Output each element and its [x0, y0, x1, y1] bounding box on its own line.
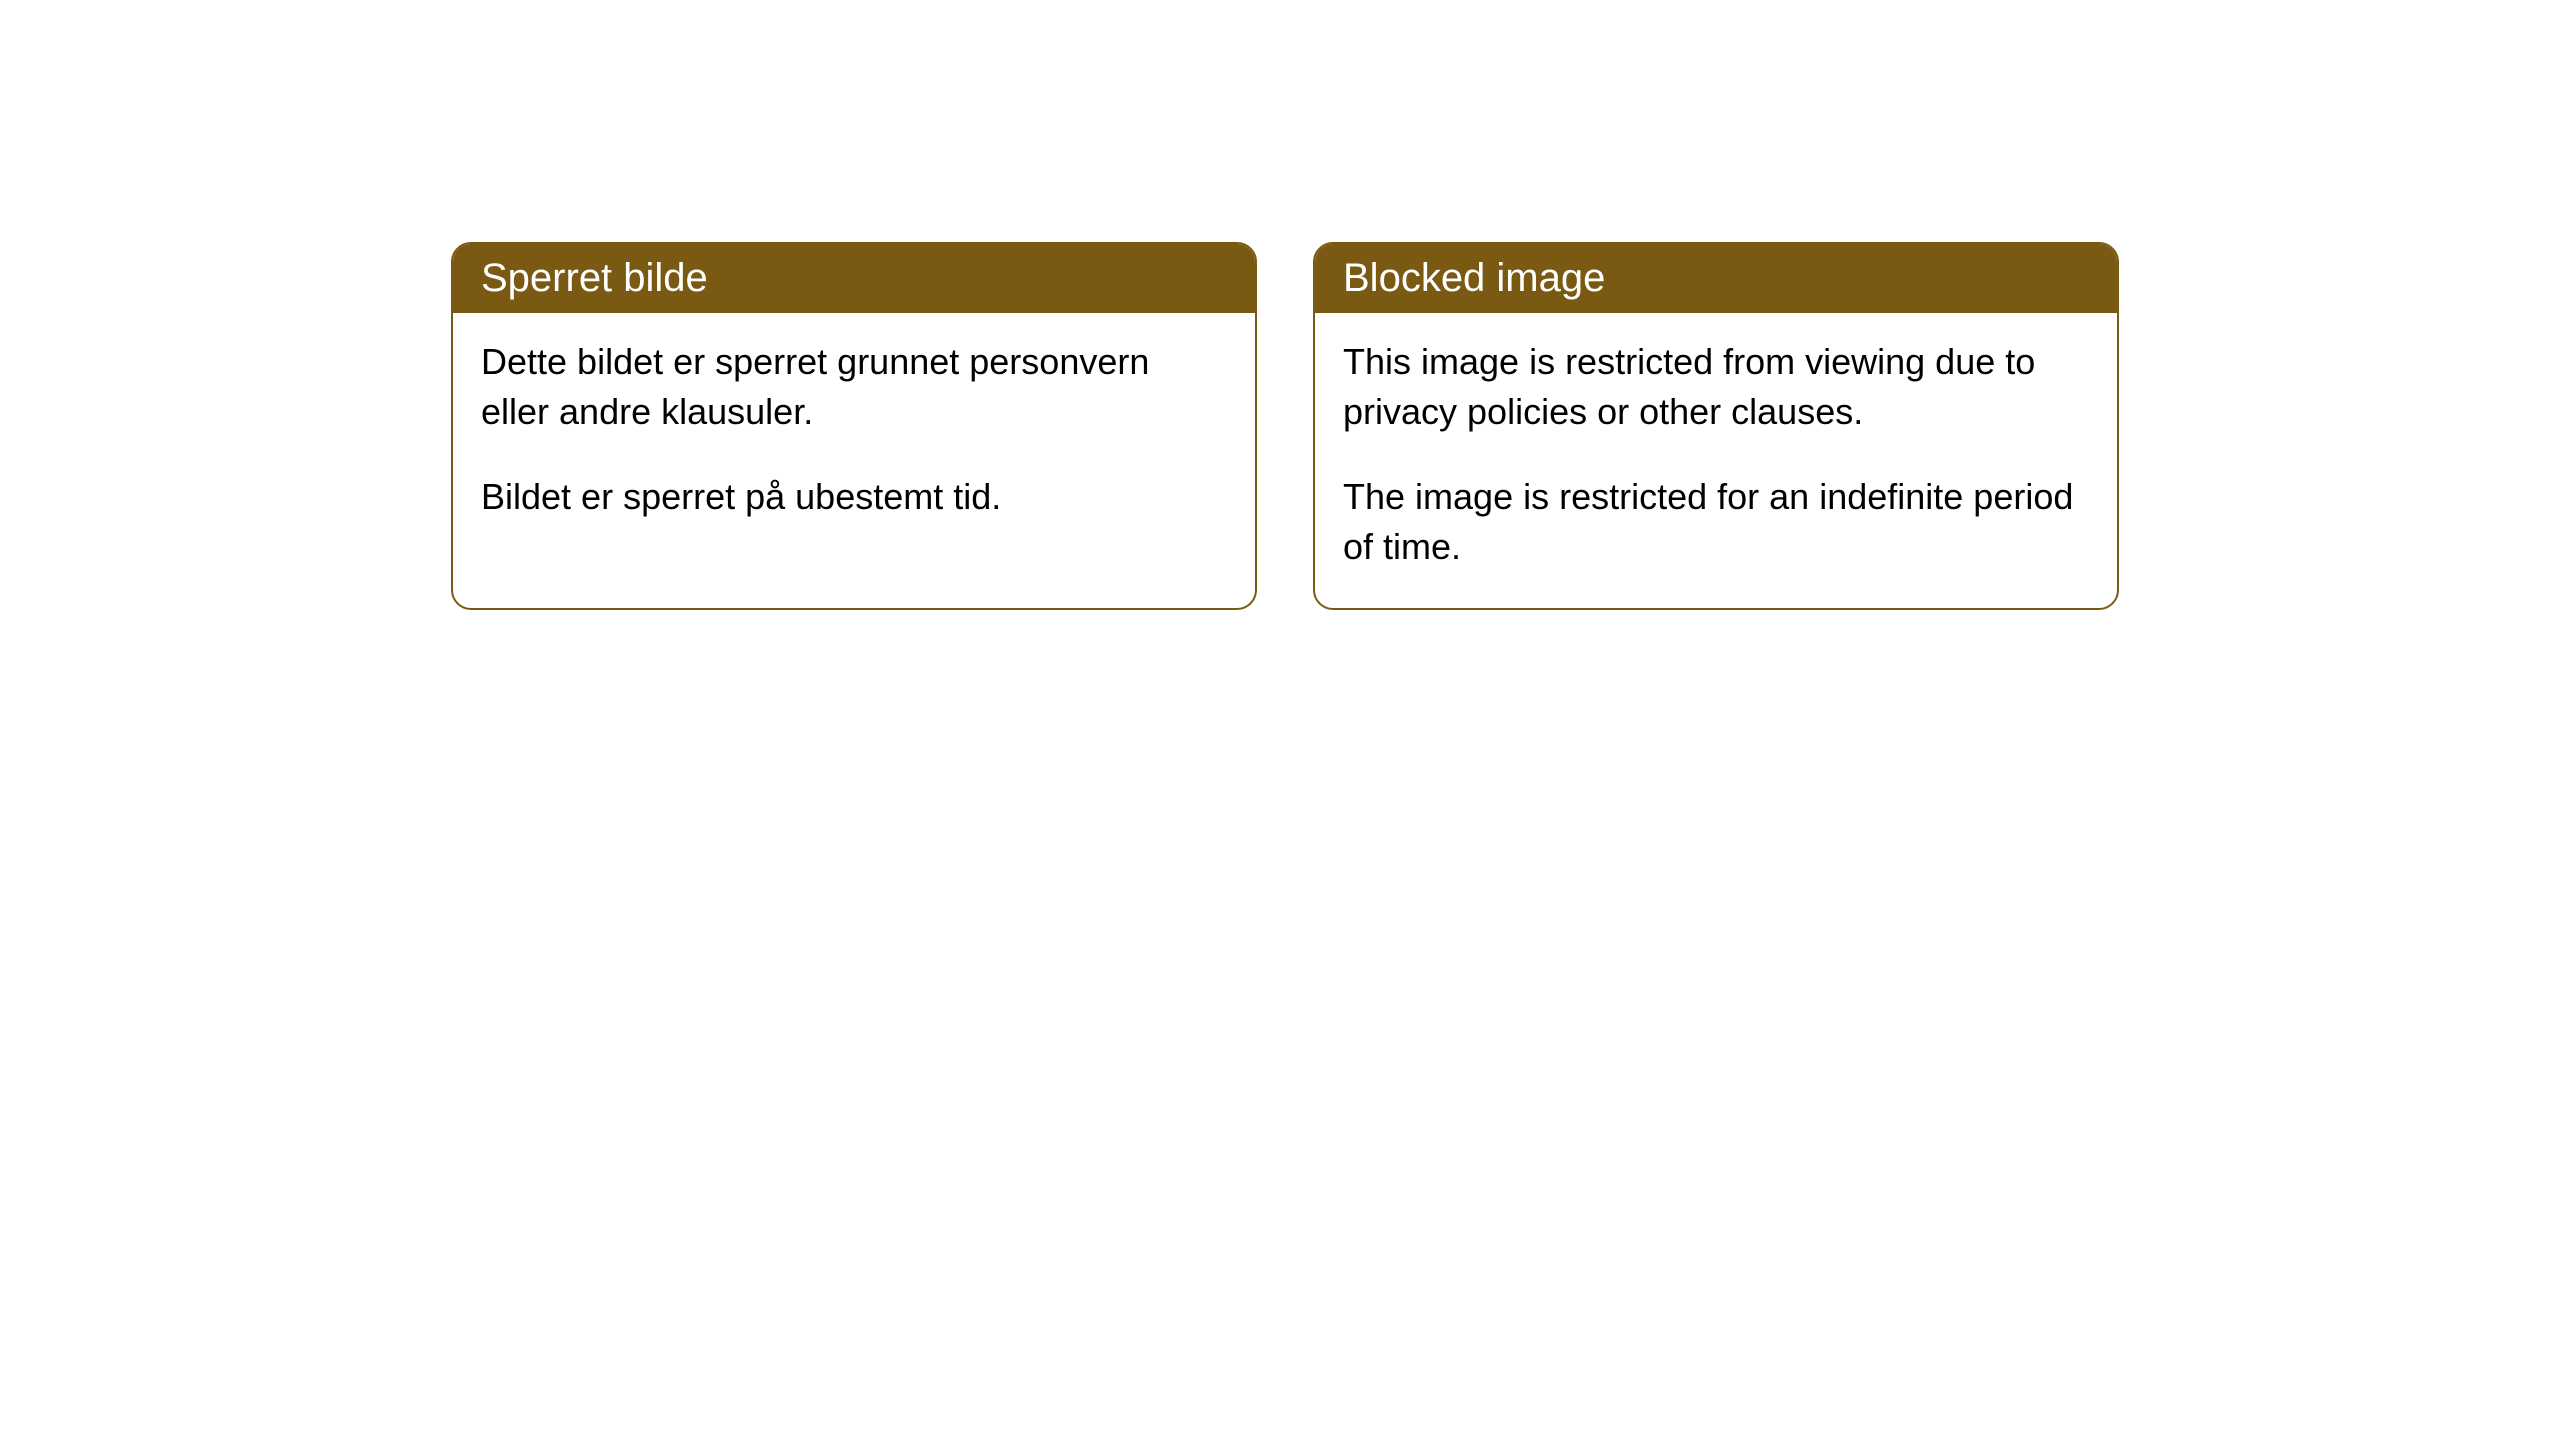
card-header-english: Blocked image: [1315, 244, 2117, 313]
card-body-english: This image is restricted from viewing du…: [1315, 313, 2117, 608]
notice-paragraph: Dette bildet er sperret grunnet personve…: [481, 337, 1227, 436]
card-header-norwegian: Sperret bilde: [453, 244, 1255, 313]
blocked-image-card-english: Blocked image This image is restricted f…: [1313, 242, 2119, 610]
card-body-norwegian: Dette bildet er sperret grunnet personve…: [453, 313, 1255, 558]
notice-paragraph: The image is restricted for an indefinit…: [1343, 472, 2089, 571]
blocked-image-card-norwegian: Sperret bilde Dette bildet er sperret gr…: [451, 242, 1257, 610]
notice-paragraph: Bildet er sperret på ubestemt tid.: [481, 472, 1227, 522]
notice-cards-container: Sperret bilde Dette bildet er sperret gr…: [0, 0, 2560, 610]
notice-paragraph: This image is restricted from viewing du…: [1343, 337, 2089, 436]
